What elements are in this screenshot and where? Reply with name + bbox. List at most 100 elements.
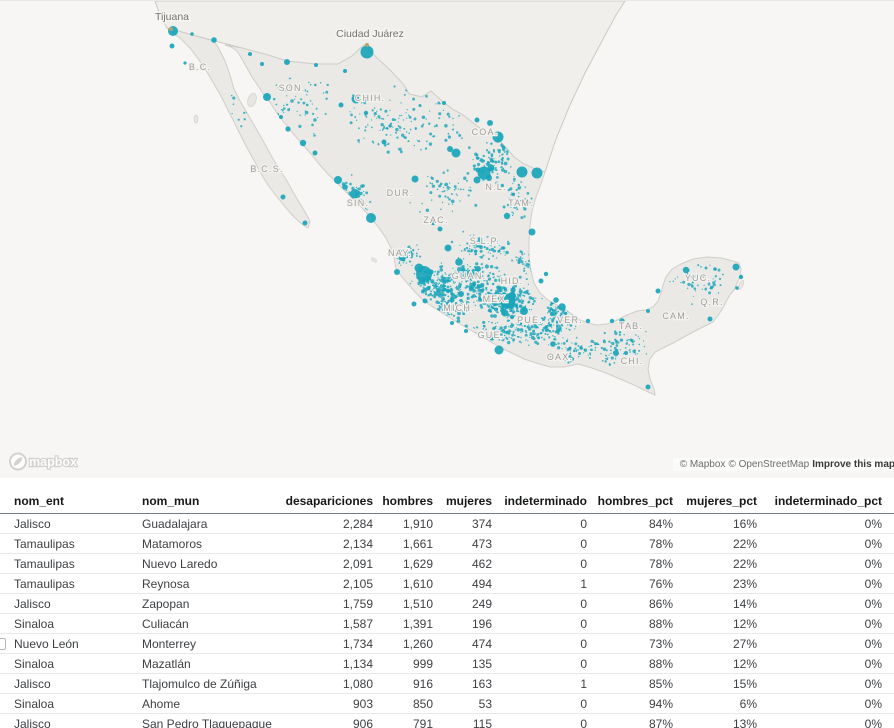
map-bubble[interactable] bbox=[411, 301, 417, 307]
map-bubble[interactable] bbox=[190, 32, 194, 36]
map-bubble[interactable] bbox=[558, 303, 566, 311]
map-bubble[interactable] bbox=[183, 61, 187, 65]
map-bubble[interactable] bbox=[531, 167, 543, 179]
map-bubble[interactable] bbox=[411, 175, 419, 183]
map-bubble[interactable] bbox=[414, 263, 424, 273]
map-bubble[interactable] bbox=[444, 244, 452, 252]
table-row[interactable]: Tamaulipas Nuevo Laredo 2,091 1,629 462 0 78% 2… bbox=[0, 553, 894, 574]
map-bubble[interactable] bbox=[532, 320, 538, 326]
table-row[interactable]: Tamaulipas Matamoros 2,134 1,661 473 0 78% 22% 0… bbox=[0, 533, 894, 554]
map-bubble[interactable] bbox=[486, 175, 492, 181]
map-bubble[interactable] bbox=[528, 228, 536, 236]
map-bubble[interactable] bbox=[447, 146, 453, 152]
table-row[interactable]: Jalisco Tlajomulco de Zúñiga 1,080 916 163 1 8… bbox=[0, 673, 894, 694]
map-bubble[interactable] bbox=[211, 37, 217, 43]
map-bubble[interactable] bbox=[460, 267, 466, 273]
map-bubble[interactable] bbox=[487, 164, 495, 172]
map-bubble[interactable] bbox=[449, 297, 455, 303]
table-row[interactable]: Jalisco Zapopan 1,759 1,510 249 0 86% 14% 0% bbox=[0, 593, 894, 614]
map-bubble[interactable] bbox=[366, 213, 376, 223]
map-bubble[interactable] bbox=[475, 240, 483, 248]
map-bubble[interactable] bbox=[363, 110, 369, 116]
map-bubble[interactable] bbox=[338, 102, 344, 108]
map-bubble[interactable] bbox=[381, 139, 387, 145]
map-bubble[interactable] bbox=[388, 124, 392, 128]
table-row[interactable]: Sinaloa Culiacán 1,587 1,391 196 0 88% 12% 0% bbox=[0, 613, 894, 634]
table-row[interactable]: Jalisco San Pedro Tlaquepaque 906 791 115 0 87… bbox=[0, 713, 894, 728]
map-bubble[interactable] bbox=[624, 351, 628, 355]
map-bubble[interactable] bbox=[516, 166, 528, 178]
map-bubble[interactable] bbox=[451, 148, 461, 158]
column-header-mujeres[interactable]: mujeres bbox=[433, 490, 492, 514]
table-row[interactable]: Nuevo León Monterrey 1,734 1,260 474 0 73% 27% 0… bbox=[0, 633, 894, 654]
map-bubble[interactable] bbox=[248, 52, 252, 56]
map-bubble[interactable] bbox=[428, 269, 434, 275]
map-bubble[interactable] bbox=[312, 150, 318, 156]
column-header-hombres_pct[interactable]: hombres_pct bbox=[587, 490, 673, 514]
map-bubble[interactable] bbox=[169, 43, 175, 49]
map-bubble[interactable] bbox=[450, 321, 454, 325]
map-bubble[interactable] bbox=[585, 318, 591, 324]
map-bubble[interactable] bbox=[732, 263, 740, 271]
map-bubble[interactable] bbox=[501, 309, 509, 317]
map-bubble[interactable] bbox=[492, 131, 504, 143]
map-bubble[interactable] bbox=[394, 269, 400, 275]
map-bubble[interactable] bbox=[279, 115, 283, 119]
map-bubble[interactable] bbox=[556, 329, 560, 333]
map-bubble[interactable] bbox=[458, 291, 464, 297]
map-bubbles-layer[interactable] bbox=[168, 26, 744, 390]
map-bubble[interactable] bbox=[553, 297, 559, 303]
map-bubble[interactable] bbox=[475, 167, 481, 173]
map-bubble[interactable] bbox=[487, 120, 493, 126]
map-bubble[interactable] bbox=[713, 267, 717, 271]
map-bubble[interactable] bbox=[475, 266, 481, 272]
map-bubble[interactable] bbox=[619, 318, 625, 324]
map-bubble[interactable] bbox=[285, 126, 291, 132]
map-bubble[interactable] bbox=[280, 194, 286, 200]
map-bubble[interactable] bbox=[350, 189, 360, 199]
map-bubble[interactable] bbox=[284, 59, 290, 65]
map-bubble[interactable] bbox=[655, 288, 661, 294]
map-bubble[interactable] bbox=[437, 226, 443, 232]
map-bubble[interactable] bbox=[418, 277, 426, 285]
map-bubble[interactable] bbox=[489, 335, 495, 341]
map-bubble[interactable] bbox=[314, 63, 318, 67]
column-header-mujeres_pct[interactable]: mujeres_pct bbox=[673, 490, 757, 514]
map-bubble[interactable] bbox=[503, 212, 511, 220]
map-bubble[interactable] bbox=[343, 69, 347, 73]
map-bubble[interactable] bbox=[468, 271, 474, 277]
map-bubble[interactable] bbox=[430, 220, 436, 226]
map-bubble[interactable] bbox=[442, 101, 446, 105]
map-bubble[interactable] bbox=[425, 275, 431, 281]
map-bubble[interactable] bbox=[549, 311, 555, 317]
table-row[interactable]: Sinaloa Mazatlán 1,134 999 135 0 88% 12% 0% bbox=[0, 653, 894, 674]
table-row[interactable]: Sinaloa Ahome 903 850 53 0 94% 6% 0% bbox=[0, 693, 894, 714]
map[interactable]: B.C. SON. CHIH. COA. B.C.S. N.L. DUR. SIN. TAM. Z… bbox=[0, 0, 894, 478]
map-bubble[interactable] bbox=[646, 309, 650, 313]
column-header-nom_mun[interactable]: nom_mun bbox=[142, 490, 274, 514]
map-bubble[interactable] bbox=[302, 220, 308, 226]
attribution-mapbox-link[interactable]: © Mapbox bbox=[679, 459, 726, 470]
mapbox-logo[interactable]: mapbox bbox=[8, 451, 78, 472]
map-bubble[interactable] bbox=[609, 318, 615, 324]
map-bubble[interactable] bbox=[334, 176, 342, 184]
map-bubble[interactable] bbox=[473, 176, 481, 184]
map-bubble[interactable] bbox=[735, 286, 739, 290]
table-row[interactable]: Tamaulipas Reynosa 2,105 1,610 494 1 76% 23% 0% bbox=[0, 573, 894, 594]
map-bubble[interactable] bbox=[351, 94, 361, 104]
map-bubble[interactable] bbox=[260, 62, 264, 66]
column-header-nom_ent[interactable]: nom_ent bbox=[14, 490, 142, 514]
map-bubble[interactable] bbox=[570, 357, 574, 361]
map-bubble[interactable] bbox=[342, 184, 348, 190]
improve-this-map-link[interactable]: Improve this map bbox=[812, 459, 894, 470]
column-header-indeterminado_pct[interactable]: indeterminado_pct bbox=[757, 490, 882, 514]
row-checkbox[interactable] bbox=[0, 638, 6, 650]
map-bubble[interactable] bbox=[510, 287, 516, 293]
map-bubble[interactable] bbox=[464, 329, 468, 333]
map-bubble[interactable] bbox=[520, 307, 528, 315]
map-bubble[interactable] bbox=[538, 278, 544, 284]
map-bubble[interactable] bbox=[445, 288, 451, 294]
table-row[interactable]: Jalisco Guadalajara 2,284 1,910 374 0 84% 16% 0% bbox=[0, 513, 894, 534]
map-bubble[interactable] bbox=[508, 292, 516, 300]
map-bubble[interactable] bbox=[455, 258, 463, 266]
